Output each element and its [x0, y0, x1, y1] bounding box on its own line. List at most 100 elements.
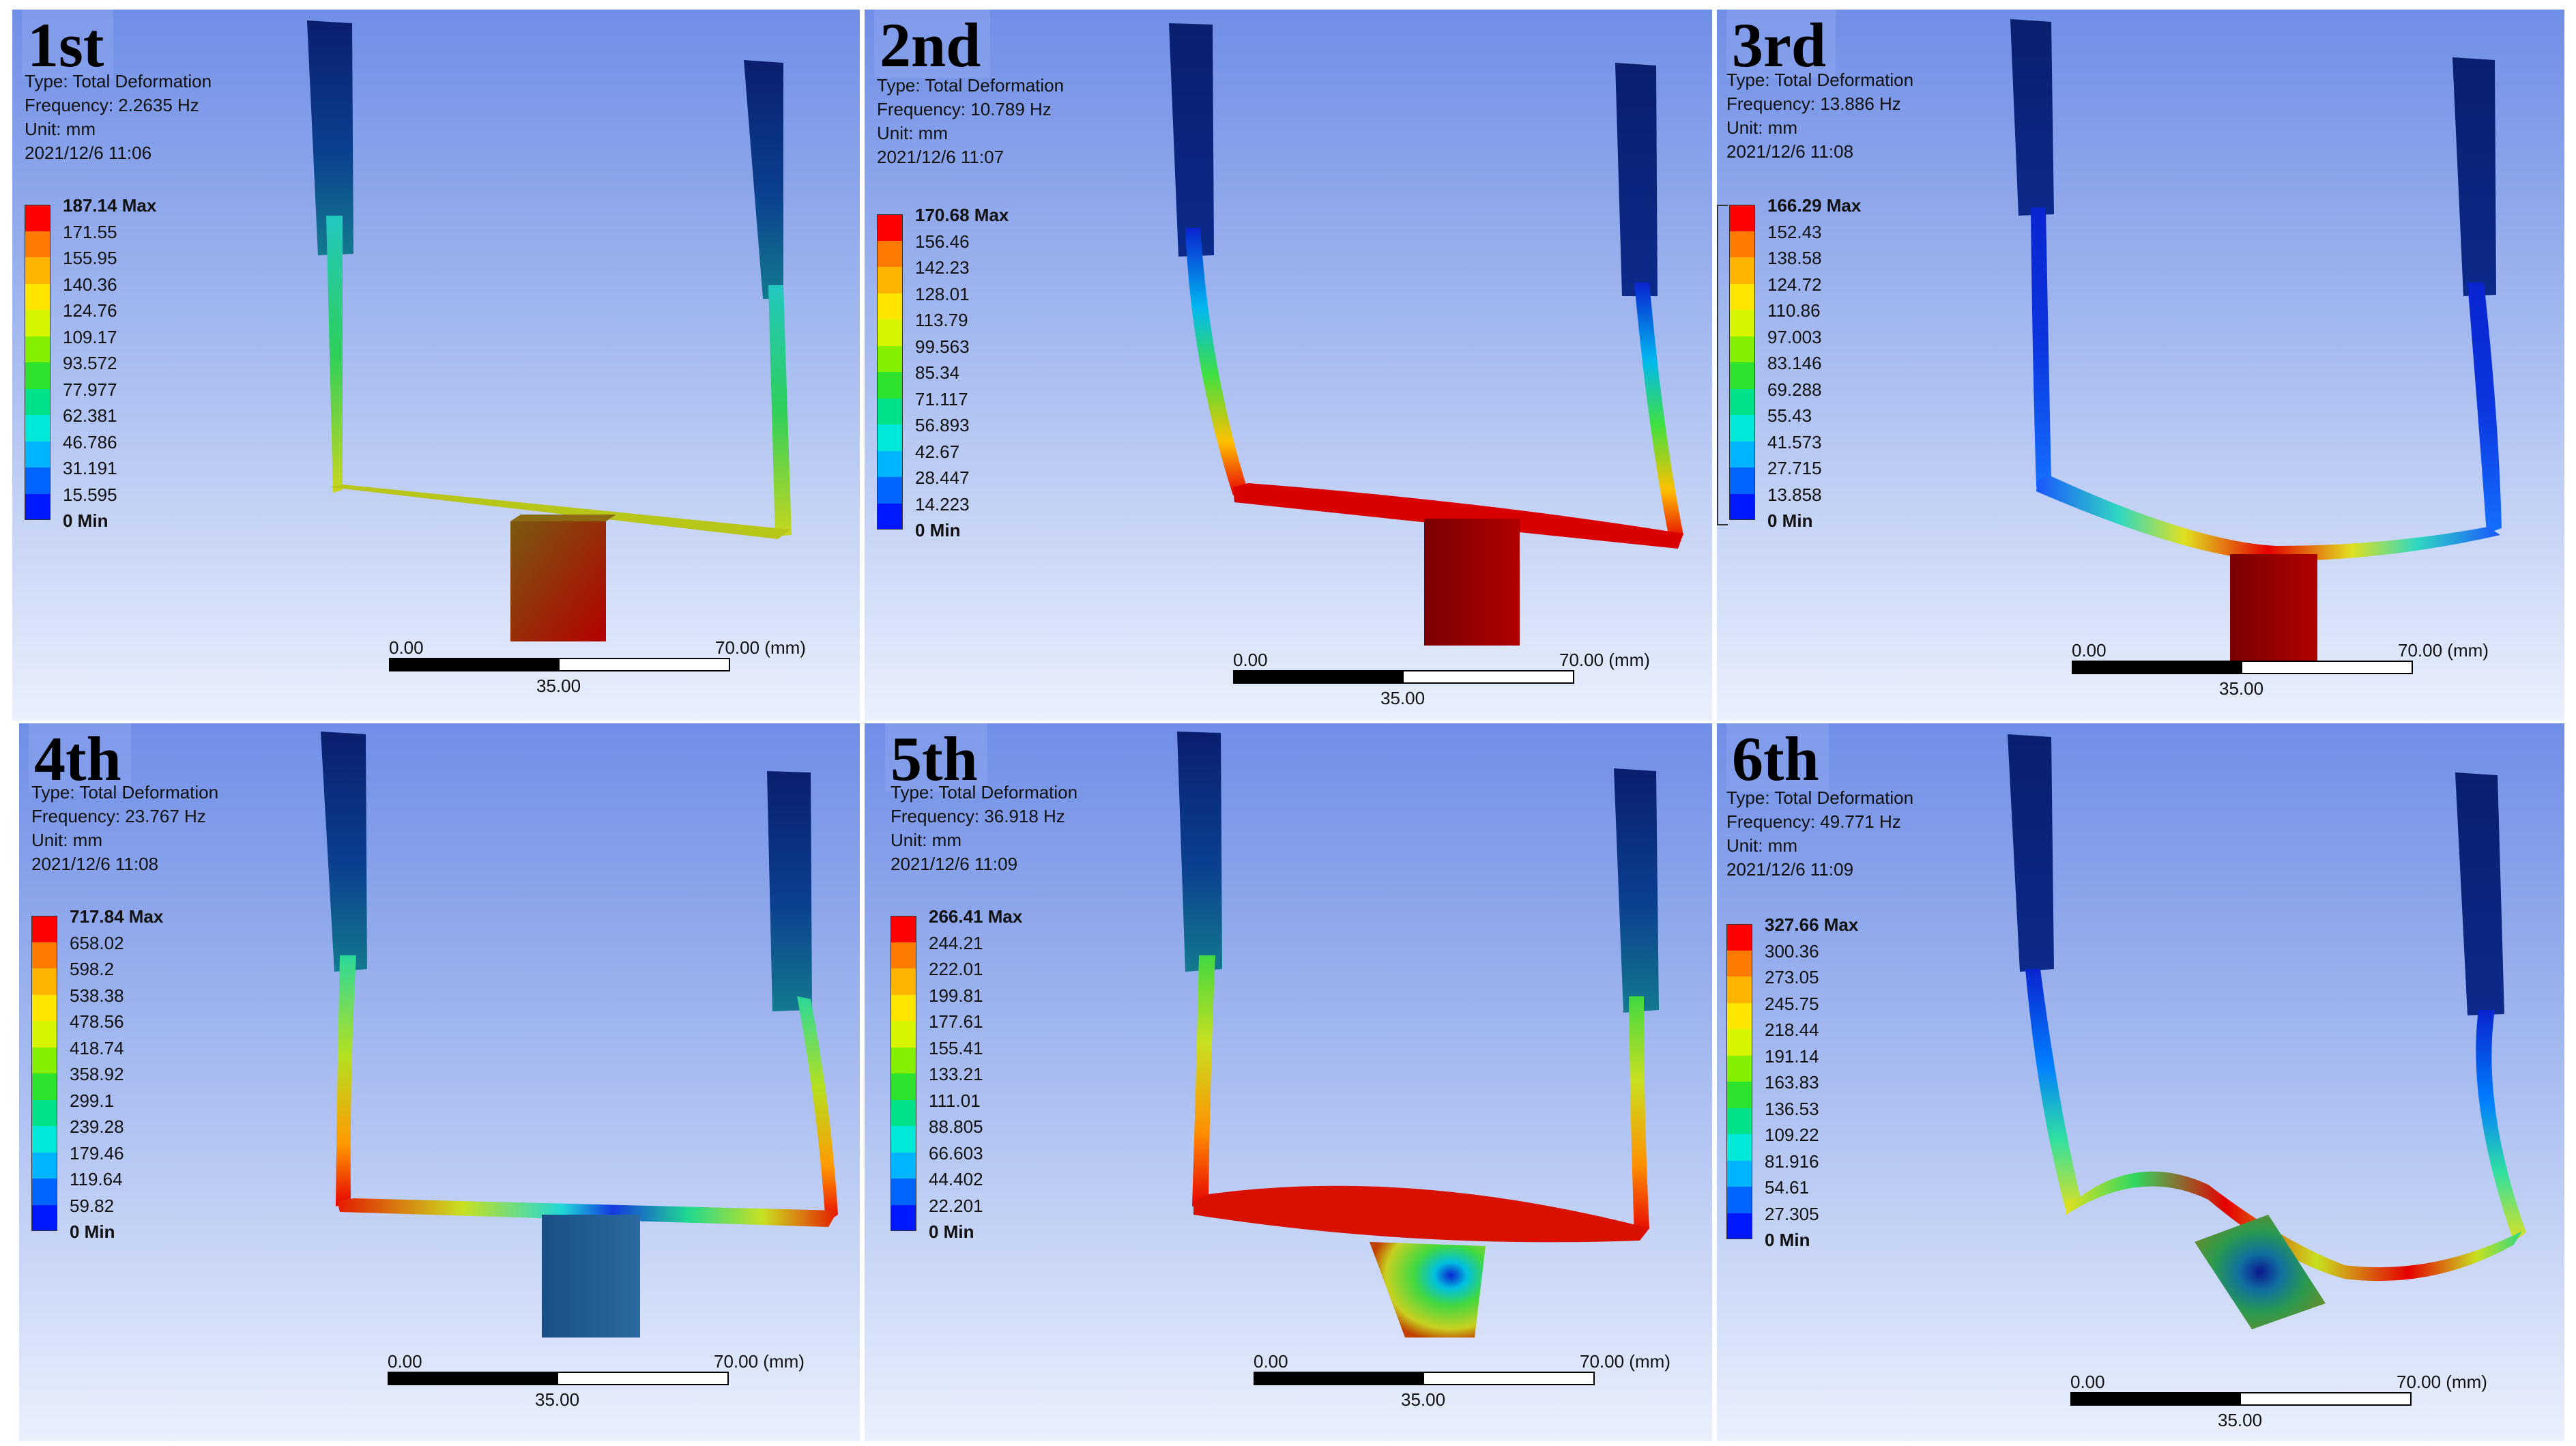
result-unit: Unit: mm — [31, 830, 102, 850]
legend-value-label: 155.41 — [929, 1037, 983, 1058]
legend-value-label: 177.61 — [929, 1011, 983, 1032]
legend-max-label: 166.29 Max — [1767, 195, 1862, 216]
legend-value-label: 299.1 — [70, 1090, 115, 1111]
scale-left-label: 0.00 — [2072, 640, 2107, 661]
scale-bar-graphic — [389, 658, 730, 671]
legend-value-label: 598.2 — [70, 959, 115, 979]
result-type: Type: Total Deformation — [31, 782, 219, 802]
legend-swatch — [31, 1152, 57, 1179]
legend-value-label: 93.572 — [63, 353, 117, 373]
legend-swatch — [877, 293, 903, 319]
legend-swatch — [31, 1099, 57, 1126]
legend-value-label: 156.46 — [915, 231, 970, 252]
legend-value-label: 199.81 — [929, 985, 983, 1006]
legend-swatch — [891, 1073, 916, 1100]
result-info: Type: Total Deformation Frequency: 13.88… — [1726, 68, 1913, 164]
legend-value-label: 163.83 — [1765, 1072, 1819, 1093]
legend-value-label: 62.381 — [63, 405, 117, 426]
scale-right-label: 70.00 (mm) — [1559, 650, 1650, 670]
legend-value-label: 152.43 — [1767, 221, 1822, 242]
legend-swatch — [31, 1204, 57, 1231]
legend-swatch — [1726, 950, 1752, 977]
legend-swatch — [1726, 977, 1752, 1003]
legend-value-label: 133.21 — [929, 1064, 983, 1084]
legend-swatch — [31, 994, 57, 1021]
result-unit: Unit: mm — [1726, 835, 1797, 856]
legend-swatch — [1726, 1082, 1752, 1108]
legend-swatch — [31, 916, 57, 942]
legend-value-label: 27.715 — [1767, 458, 1822, 478]
result-timestamp: 2021/12/6 11:09 — [891, 854, 1018, 874]
legend-swatch — [877, 372, 903, 399]
legend-swatch — [25, 231, 50, 257]
mode-ordinal: 6th — [1726, 723, 1829, 792]
legend-min-label: 0 Min — [915, 520, 961, 540]
result-frequency: Frequency: 10.789 Hz — [877, 99, 1052, 119]
deformed-model-5 — [1177, 732, 1659, 1337]
result-frequency: Frequency: 49.771 Hz — [1726, 811, 1901, 832]
legend-swatch — [877, 240, 903, 267]
legend-swatch — [25, 493, 50, 520]
legend-value-label: 171.55 — [63, 221, 117, 242]
legend-value-label: 59.82 — [70, 1195, 115, 1216]
result-type: Type: Total Deformation — [891, 782, 1078, 802]
result-timestamp: 2021/12/6 11:07 — [877, 147, 1004, 167]
legend-value-label: 88.805 — [929, 1116, 983, 1137]
legend-swatch — [877, 477, 903, 504]
mode-panel-2: 2nd Type: Total Deformation Frequency: 1… — [865, 10, 1712, 721]
legend-value-label: 42.67 — [915, 441, 960, 462]
legend-swatch — [25, 362, 50, 389]
legend-swatch — [891, 1021, 916, 1047]
legend-bracket — [1717, 205, 1728, 525]
mode-panel-1: 1st Type: Total Deformation Frequency: 2… — [12, 10, 860, 721]
scale-left-label: 0.00 — [1254, 1351, 1288, 1372]
scale-right-label: 70.00 (mm) — [715, 637, 806, 658]
result-unit: Unit: mm — [891, 830, 961, 850]
legend-value-label: 244.21 — [929, 932, 983, 953]
legend-swatch — [1726, 1002, 1752, 1029]
legend-value-label: 124.76 — [63, 300, 117, 321]
legend-swatch — [1729, 493, 1755, 520]
legend-value-label: 218.44 — [1765, 1020, 1819, 1040]
legend-swatch — [1726, 1055, 1752, 1082]
legend-min-label: 0 Min — [1765, 1230, 1810, 1250]
legend-swatch — [891, 1126, 916, 1153]
deformed-model-4 — [321, 732, 838, 1337]
legend-swatch — [25, 310, 50, 336]
result-info: Type: Total Deformation Frequency: 10.78… — [877, 74, 1064, 169]
legend-value-label: 179.46 — [70, 1142, 124, 1163]
legend-value-label: 358.92 — [70, 1064, 124, 1084]
result-unit: Unit: mm — [25, 119, 96, 139]
legend-value-label: 81.916 — [1765, 1151, 1819, 1172]
scale-bar-graphic — [2072, 661, 2413, 674]
legend-value-label: 14.223 — [915, 493, 970, 515]
legend-swatch — [1726, 924, 1752, 951]
legend-value-label: 138.58 — [1767, 248, 1822, 268]
legend-swatch — [1729, 310, 1755, 336]
legend-swatch — [31, 968, 57, 995]
scale-right-label: 70.00 (mm) — [1580, 1351, 1670, 1372]
legend-swatch — [31, 1126, 57, 1153]
legend-value-label: 222.01 — [929, 959, 983, 979]
legend-swatch — [891, 1204, 916, 1231]
legend-value-label: 109.17 — [63, 326, 117, 347]
legend-value-label: 97.003 — [1767, 326, 1822, 347]
legend-value-label: 85.34 — [915, 362, 960, 383]
result-info: Type: Total Deformation Frequency: 2.263… — [25, 70, 212, 165]
mode-panel-6: 6th Type: Total Deformation Frequency: 4… — [1717, 723, 2564, 1441]
legend-value-label: 119.64 — [70, 1169, 123, 1189]
legend-swatch — [1726, 1029, 1752, 1056]
result-type: Type: Total Deformation — [877, 75, 1065, 96]
legend-value-label: 54.61 — [1765, 1177, 1810, 1198]
legend-swatch — [25, 205, 50, 231]
legend-value-label: 418.74 — [70, 1037, 124, 1058]
legend-swatch — [1726, 1213, 1752, 1239]
scale-mid-label: 35.00 — [1401, 1389, 1446, 1410]
scale-right-label: 70.00 (mm) — [714, 1351, 805, 1372]
legend-value-label: 110.86 — [1767, 300, 1821, 321]
result-info: Type: Total Deformation Frequency: 49.77… — [1726, 786, 1913, 882]
legend-swatch — [877, 345, 903, 372]
legend-value-label: 140.36 — [63, 274, 117, 295]
legend-value-label: 191.14 — [1765, 1045, 1819, 1067]
legend-value-label: 142.23 — [915, 257, 970, 278]
